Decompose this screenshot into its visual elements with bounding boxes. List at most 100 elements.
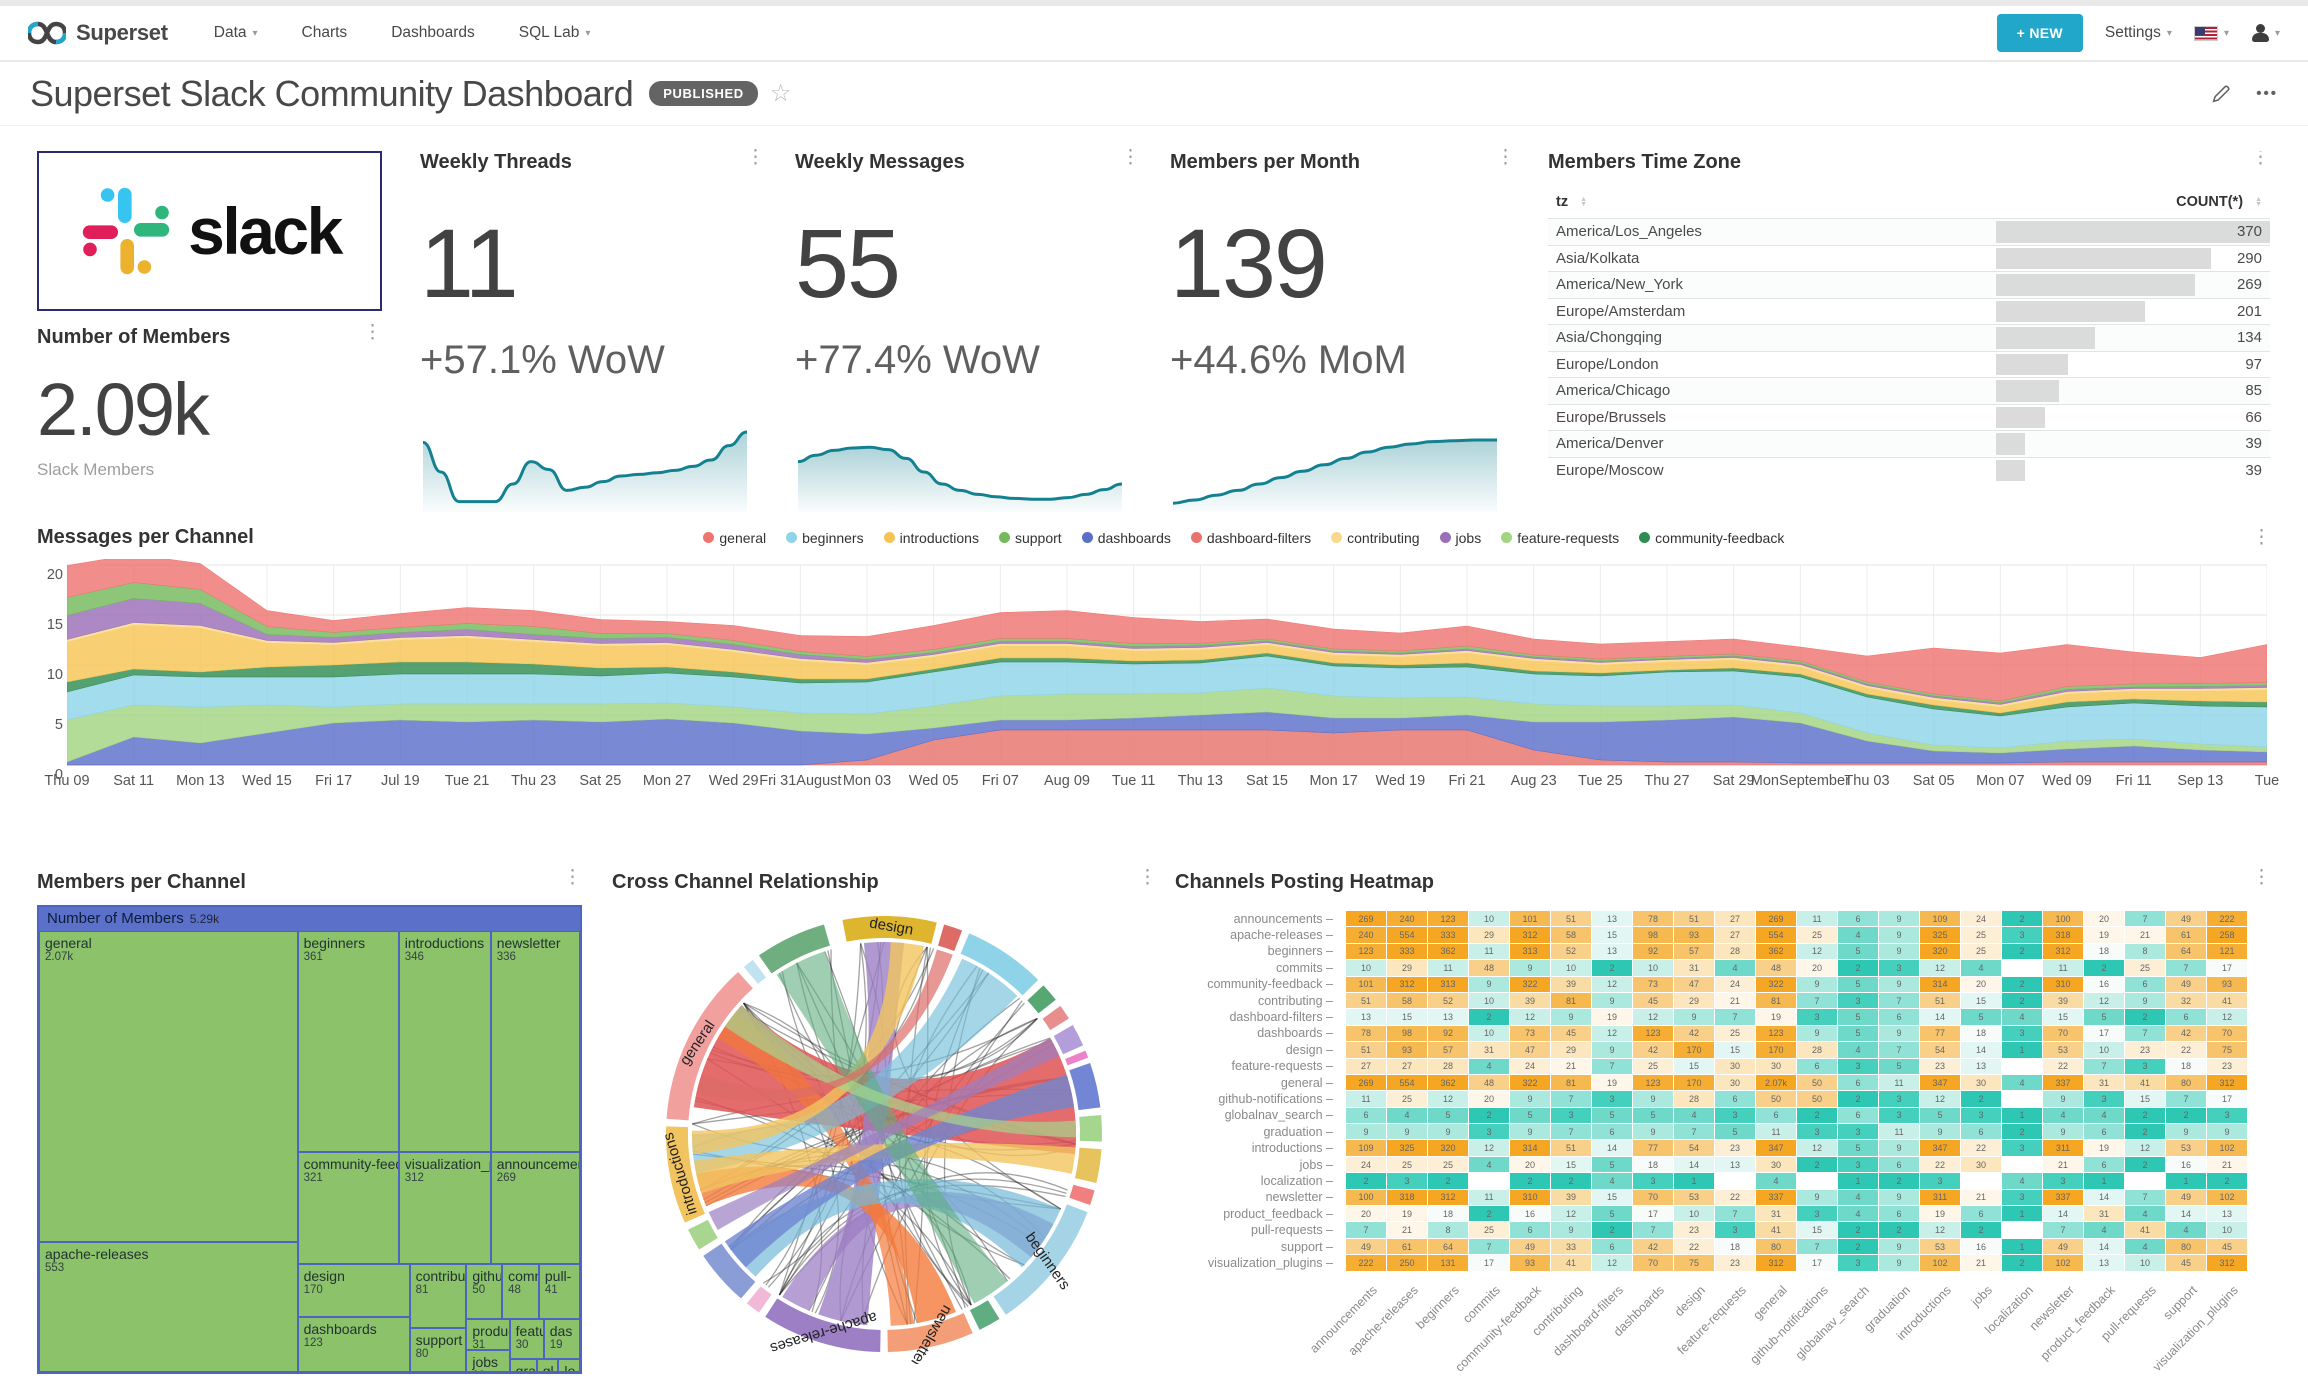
- heatmap-cell[interactable]: 48: [1469, 1074, 1509, 1091]
- heatmap-cell[interactable]: 2: [1510, 1173, 1550, 1189]
- heatmap-cell[interactable]: 49: [2166, 911, 2206, 927]
- heatmap-cell[interactable]: 42: [1674, 1025, 1714, 1042]
- column-header-tz[interactable]: tz ▲ ▼: [1556, 194, 1588, 210]
- heatmap-cell[interactable]: 3: [2002, 1140, 2042, 1156]
- heatmap-cell[interactable]: 12: [2207, 1009, 2247, 1025]
- heatmap-cell[interactable]: 18: [2084, 943, 2124, 960]
- heatmap-cell[interactable]: 2: [1838, 1091, 1878, 1107]
- heatmap-cell[interactable]: 21: [1715, 992, 1755, 1009]
- heatmap-cell[interactable]: 8: [1428, 1222, 1468, 1238]
- heatmap-cell[interactable]: 53: [2166, 1140, 2206, 1156]
- favorite-star-icon[interactable]: ☆: [769, 80, 792, 107]
- heatmap-cell[interactable]: 45: [2207, 1238, 2247, 1255]
- treemap-root-node[interactable]: Number of Members 5.29k: [39, 907, 580, 931]
- heatmap-cell[interactable]: 2.07k: [1756, 1074, 1796, 1091]
- heatmap-cell[interactable]: 123: [1633, 1025, 1673, 1042]
- heatmap-cell[interactable]: 4: [1756, 1173, 1796, 1189]
- treemap-cell-pull-[interactable]: pull- 41: [538, 1263, 580, 1320]
- heatmap-cell[interactable]: 6: [1838, 1107, 1878, 1124]
- heatmap-cell[interactable]: 3: [1797, 1124, 1837, 1140]
- heatmap-cell[interactable]: 9: [1510, 960, 1550, 976]
- heatmap-cell[interactable]: 3: [1961, 1107, 2001, 1124]
- heatmap-cell[interactable]: 21: [1961, 1189, 2001, 1206]
- heatmap-cell[interactable]: 50: [1797, 1091, 1837, 1107]
- heatmap-cell[interactable]: 325: [1387, 1140, 1427, 1156]
- heatmap-cell[interactable]: 31: [2084, 1074, 2124, 1091]
- heatmap-cell[interactable]: 15: [1715, 1042, 1755, 1058]
- kebab-menu-icon[interactable]: ⋮: [563, 867, 582, 888]
- heatmap-cell[interactable]: 6: [1838, 1074, 1878, 1091]
- nav-item-charts[interactable]: Charts: [301, 24, 348, 41]
- heatmap-cell[interactable]: 3: [2084, 1091, 2124, 1107]
- heatmap-cell[interactable]: 9: [2043, 1091, 2083, 1107]
- heatmap-cell[interactable]: 6: [2125, 976, 2165, 992]
- heatmap-cell[interactable]: 2: [2002, 1124, 2042, 1140]
- heatmap-cell[interactable]: 1: [2166, 1173, 2206, 1189]
- heatmap-cell[interactable]: 27: [1387, 1058, 1427, 1074]
- heatmap-cell[interactable]: 54: [1674, 1140, 1714, 1156]
- heatmap-cell[interactable]: 100: [1346, 1189, 1386, 1206]
- heatmap-cell[interactable]: 19: [1756, 1009, 1796, 1025]
- heatmap-cell[interactable]: 250: [1387, 1255, 1427, 1271]
- heatmap-cell[interactable]: 9: [1551, 1222, 1591, 1238]
- heatmap-cell[interactable]: 109: [1346, 1140, 1386, 1156]
- heatmap-cell[interactable]: 109: [1920, 911, 1960, 927]
- treemap-cell-github[interactable]: github50: [466, 1263, 503, 1320]
- heatmap-cell[interactable]: 9: [1797, 976, 1837, 992]
- heatmap-cell[interactable]: 7: [1879, 992, 1919, 1009]
- heatmap-cell[interactable]: 14: [1961, 1042, 2001, 1058]
- heatmap-cell[interactable]: 322: [1510, 1074, 1550, 1091]
- legend-item-jobs[interactable]: jobs: [1439, 530, 1481, 546]
- heatmap-cell[interactable]: 2: [1838, 1238, 1878, 1255]
- heatmap-cell[interactable]: 15: [1592, 927, 1632, 943]
- heatmap-cell[interactable]: 30: [1715, 1058, 1755, 1074]
- heatmap-cell[interactable]: 48: [1756, 960, 1796, 976]
- heatmap-cell[interactable]: 5: [1592, 1206, 1632, 1222]
- heatmap-cell[interactable]: 10: [2125, 1255, 2165, 1271]
- kebab-menu-icon[interactable]: ⋮: [1121, 147, 1140, 168]
- heatmap-cell[interactable]: 78: [1633, 911, 1673, 927]
- heatmap-cell[interactable]: 347: [1756, 1140, 1796, 1156]
- heatmap-cell[interactable]: 19: [1387, 1206, 1427, 1222]
- heatmap-cell[interactable]: 4: [2002, 1074, 2042, 1091]
- heatmap-cell[interactable]: [2002, 1222, 2042, 1238]
- treemap-cell-beginners[interactable]: beginners 361: [297, 931, 399, 1152]
- heatmap-cell[interactable]: 18: [1428, 1206, 1468, 1222]
- kebab-menu-icon[interactable]: ⋮: [1496, 147, 1515, 168]
- heatmap-cell[interactable]: 5: [1592, 1107, 1632, 1124]
- heatmap-cell[interactable]: 30: [1756, 1156, 1796, 1173]
- heatmap-cell[interactable]: 92: [1428, 1025, 1468, 1042]
- heatmap-cell[interactable]: 15: [1387, 1009, 1427, 1025]
- heatmap-cell[interactable]: 2: [1469, 1107, 1509, 1124]
- heatmap-cell[interactable]: 47: [1510, 1042, 1550, 1058]
- heatmap-cell[interactable]: 20: [1797, 960, 1837, 976]
- heatmap-cell[interactable]: 21: [1551, 1058, 1591, 1074]
- heatmap-cell[interactable]: 23: [1715, 1140, 1755, 1156]
- heatmap-cell[interactable]: 11: [1879, 1124, 1919, 1140]
- legend-item-support[interactable]: support: [998, 530, 1062, 546]
- heatmap-cell[interactable]: 9: [1920, 1124, 1960, 1140]
- heatmap-cell[interactable]: 48: [1469, 960, 1509, 976]
- heatmap-cell[interactable]: 13: [1346, 1009, 1386, 1025]
- table-row[interactable]: Asia/Chongqing 134: [1548, 324, 2270, 351]
- heatmap-cell[interactable]: 17: [1633, 1206, 1673, 1222]
- heatmap-cell[interactable]: 13: [1592, 943, 1632, 960]
- heatmap-cell[interactable]: 325: [1920, 927, 1960, 943]
- heatmap-cell[interactable]: 29: [1387, 960, 1427, 976]
- heatmap-cell[interactable]: 5: [1838, 1025, 1878, 1042]
- heatmap-cell[interactable]: 2: [1838, 960, 1878, 976]
- heatmap-cell[interactable]: 10: [1469, 1025, 1509, 1042]
- heatmap-cell[interactable]: 10: [1346, 960, 1386, 976]
- heatmap-cell[interactable]: 14: [1674, 1156, 1714, 1173]
- heatmap-cell[interactable]: 32: [2166, 992, 2206, 1009]
- heatmap-cell[interactable]: 1: [2084, 1173, 2124, 1189]
- heatmap-cell[interactable]: 80: [2166, 1238, 2206, 1255]
- heatmap-cell[interactable]: 18: [1961, 1025, 2001, 1042]
- heatmap-cell[interactable]: 17: [2084, 1025, 2124, 1042]
- heatmap-cell[interactable]: 2: [1797, 1156, 1837, 1173]
- heatmap-cell[interactable]: 19: [1592, 1009, 1632, 1025]
- heatmap-cell[interactable]: 25: [1715, 1025, 1755, 1042]
- heatmap-cell[interactable]: 11: [1469, 1189, 1509, 1206]
- heatmap-cell[interactable]: 49: [2043, 1238, 2083, 1255]
- heatmap-cell[interactable]: 25: [1387, 1156, 1427, 1173]
